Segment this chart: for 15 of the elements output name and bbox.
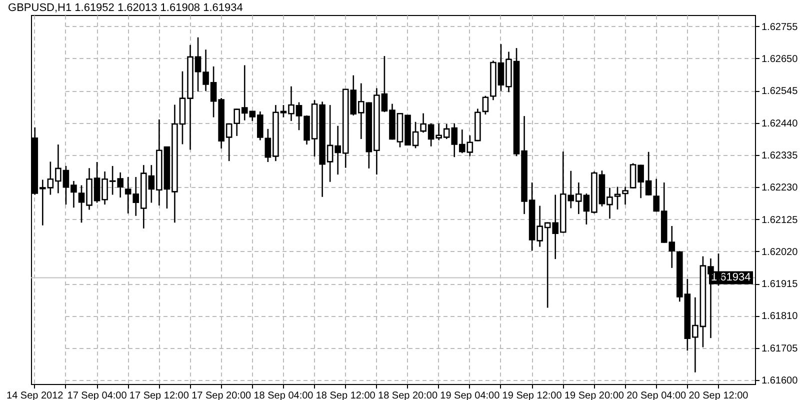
y-tick-label: 1.62020 <box>762 246 798 258</box>
y-tick-label: 1.61810 <box>762 311 798 322</box>
y-tick-label: 1.61600 <box>762 376 798 387</box>
chart-title: GBPUSD,H1 1.61952 1.62013 1.61908 1.61934 <box>8 2 243 14</box>
y-tick-label: 1.62335 <box>762 150 798 162</box>
y-tick-label: 1.62440 <box>762 118 798 130</box>
y-tick-label: 1.62650 <box>762 54 798 65</box>
y-tick-label: 1.62230 <box>762 182 798 194</box>
y-tick-label: 1.61705 <box>762 343 798 354</box>
candlestick <box>622 186 628 206</box>
ref-line-label: 1.61934 <box>711 272 751 284</box>
y-tick-label: 1.61915 <box>762 279 798 290</box>
y-tick-label: 1.62755 <box>762 22 798 33</box>
y-tick-label: 1.62545 <box>762 86 798 98</box>
y-tick-label: 1.62125 <box>762 214 798 226</box>
